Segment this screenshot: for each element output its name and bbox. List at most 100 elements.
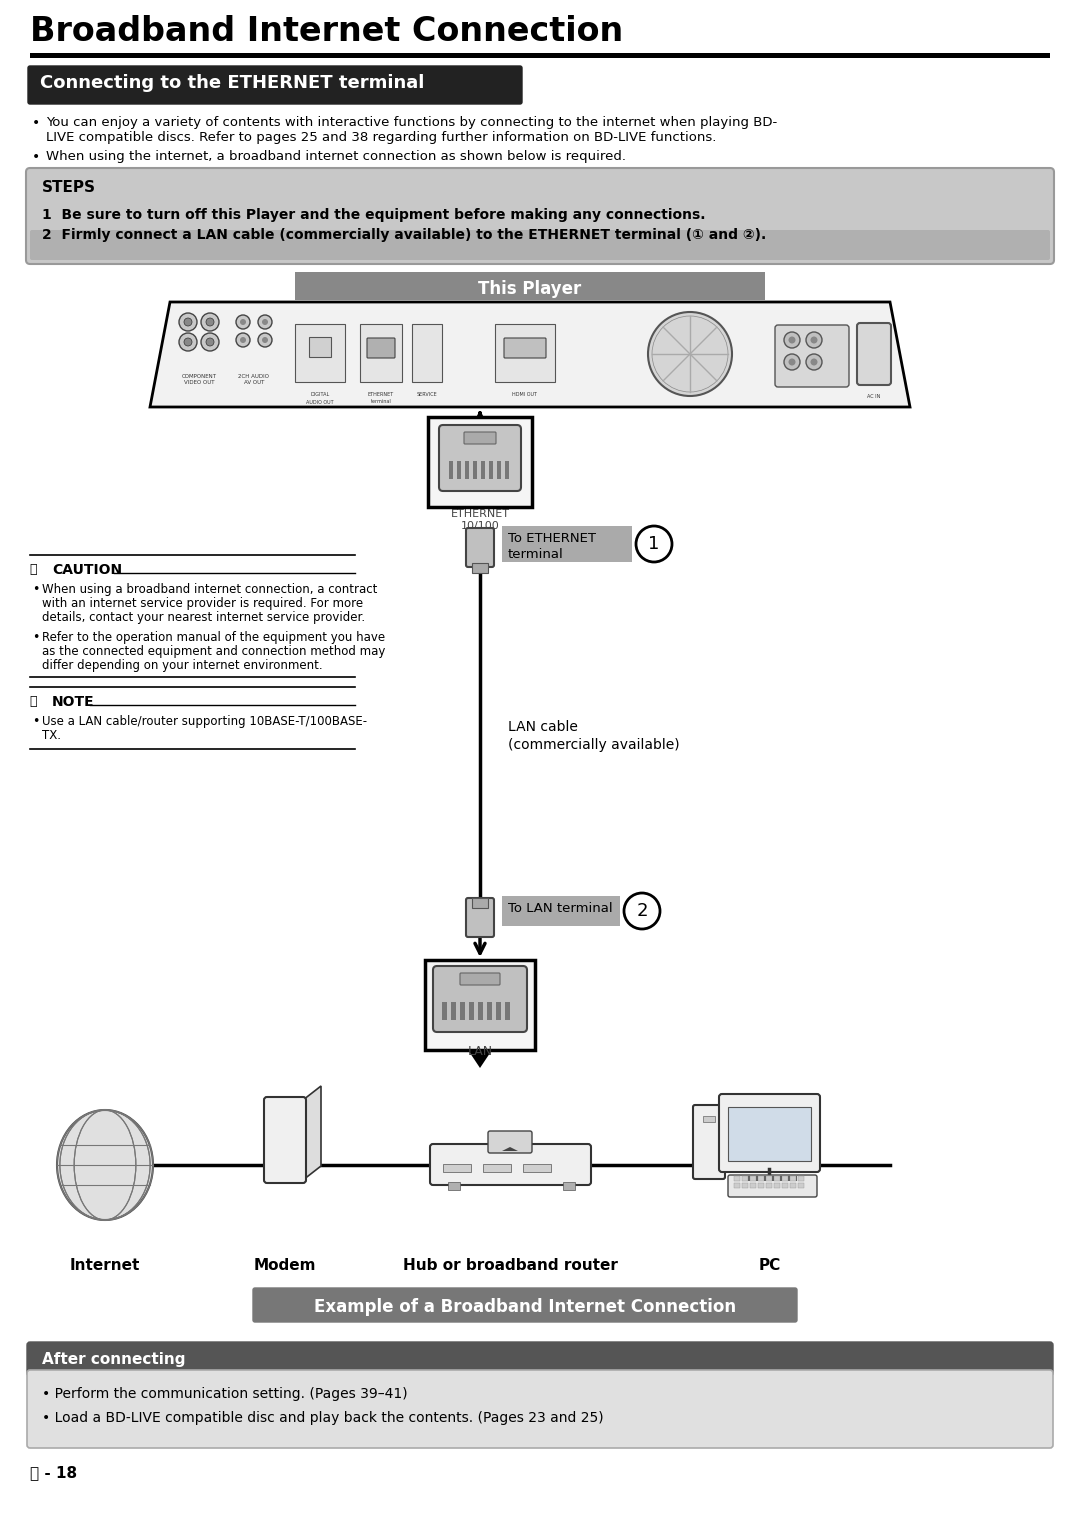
Bar [758, 1177, 764, 1181]
Polygon shape [303, 1086, 321, 1180]
Text: •: • [32, 715, 39, 728]
FancyBboxPatch shape [693, 1105, 725, 1180]
FancyBboxPatch shape [775, 325, 849, 388]
FancyBboxPatch shape [27, 1370, 1053, 1448]
FancyBboxPatch shape [438, 424, 521, 490]
FancyBboxPatch shape [719, 1094, 820, 1172]
Text: 1: 1 [648, 535, 660, 553]
Bar [505, 1002, 510, 1020]
Circle shape [636, 525, 672, 562]
Text: Ⓔ - 18: Ⓔ - 18 [30, 1465, 77, 1480]
Bar [465, 461, 469, 480]
Text: ETHERNET: ETHERNET [368, 392, 394, 397]
Text: Connecting to the ETHERNET terminal: Connecting to the ETHERNET terminal [40, 74, 424, 92]
Polygon shape [502, 1147, 518, 1151]
Circle shape [201, 313, 219, 331]
Text: 1  Be sure to turn off this Player and the equipment before making any connectio: 1 Be sure to turn off this Player and th… [42, 208, 705, 222]
Text: To LAN terminal: To LAN terminal [508, 902, 612, 915]
Bar [443, 1164, 471, 1172]
Text: 2CH AUDIO
AV OUT: 2CH AUDIO AV OUT [239, 374, 270, 385]
Circle shape [240, 319, 246, 325]
Circle shape [806, 332, 822, 348]
Bar [502, 525, 632, 562]
Circle shape [784, 332, 800, 348]
Bar [451, 1002, 456, 1020]
Circle shape [206, 319, 214, 326]
Bar [774, 1183, 780, 1187]
Circle shape [806, 354, 822, 371]
Text: CAUTION: CAUTION [52, 562, 122, 578]
Text: HDMI OUT: HDMI OUT [513, 392, 538, 397]
Bar [478, 1002, 483, 1020]
Bar [505, 461, 509, 480]
FancyBboxPatch shape [465, 529, 494, 567]
Text: When using the internet, a broadband internet connection as shown below is requi: When using the internet, a broadband int… [46, 150, 626, 162]
Text: NOTE: NOTE [52, 696, 95, 709]
Circle shape [184, 339, 192, 346]
FancyBboxPatch shape [464, 432, 496, 444]
FancyBboxPatch shape [264, 1097, 306, 1183]
Bar [742, 1177, 797, 1181]
Text: Hub or broadband router: Hub or broadband router [403, 1258, 618, 1273]
Bar [728, 1108, 811, 1161]
Text: You can enjoy a variety of contents with interactive functions by connecting to : You can enjoy a variety of contents with… [46, 116, 778, 129]
Bar [496, 1002, 501, 1020]
Text: AC IN: AC IN [867, 394, 880, 398]
Polygon shape [150, 302, 910, 408]
Text: •: • [32, 150, 40, 164]
Text: AUDIO OUT: AUDIO OUT [307, 400, 334, 404]
Bar [742, 1177, 748, 1181]
FancyBboxPatch shape [367, 339, 395, 358]
Bar [523, 1164, 551, 1172]
Bar [563, 1183, 575, 1190]
Circle shape [810, 358, 818, 366]
Bar [497, 461, 501, 480]
Bar [460, 1002, 465, 1020]
Text: •: • [32, 584, 39, 596]
Bar [457, 461, 461, 480]
FancyBboxPatch shape [426, 961, 535, 1049]
Circle shape [201, 332, 219, 351]
Bar [774, 1177, 780, 1181]
Circle shape [258, 332, 272, 348]
Text: PC: PC [759, 1258, 781, 1273]
Bar [789, 1177, 796, 1181]
Text: Internet: Internet [70, 1258, 140, 1273]
Bar [789, 1183, 796, 1187]
Bar [442, 1002, 447, 1020]
Text: •: • [32, 116, 40, 130]
Text: SERVICE: SERVICE [417, 392, 437, 397]
FancyBboxPatch shape [460, 973, 500, 985]
Text: with an internet service provider is required. For more: with an internet service provider is req… [42, 597, 363, 610]
Text: 🖐: 🖐 [30, 562, 41, 576]
Text: • Perform the communication setting. (Pages 39–41): • Perform the communication setting. (Pa… [42, 1386, 407, 1400]
Text: 2: 2 [636, 902, 648, 921]
Circle shape [262, 319, 268, 325]
Circle shape [240, 337, 246, 343]
Bar [481, 461, 485, 480]
Text: LAN: LAN [468, 1045, 492, 1059]
Bar [750, 1177, 756, 1181]
Bar [742, 1183, 748, 1187]
Circle shape [648, 313, 732, 395]
Circle shape [624, 893, 660, 928]
Text: • Load a BD-LIVE compatible disc and play back the contents. (Pages 23 and 25): • Load a BD-LIVE compatible disc and pla… [42, 1411, 604, 1425]
Bar [750, 1183, 756, 1187]
Bar [295, 323, 345, 381]
Bar [703, 1115, 715, 1121]
Bar [782, 1183, 788, 1187]
Text: 2  Firmly connect a LAN cable (commercially available) to the ETHERNET terminal : 2 Firmly connect a LAN cable (commercial… [42, 228, 766, 242]
FancyBboxPatch shape [253, 1288, 797, 1322]
Circle shape [206, 339, 214, 346]
FancyBboxPatch shape [488, 1131, 532, 1154]
Text: Modem: Modem [254, 1258, 316, 1273]
FancyBboxPatch shape [27, 1342, 1053, 1376]
Bar [489, 461, 492, 480]
Text: Use a LAN cable/router supporting 10BASE-T/100BASE-: Use a LAN cable/router supporting 10BASE… [42, 715, 367, 728]
Bar [734, 1177, 740, 1181]
Circle shape [179, 332, 197, 351]
FancyBboxPatch shape [504, 339, 546, 358]
Circle shape [784, 354, 800, 371]
FancyBboxPatch shape [728, 1175, 816, 1196]
Bar [411, 323, 442, 381]
